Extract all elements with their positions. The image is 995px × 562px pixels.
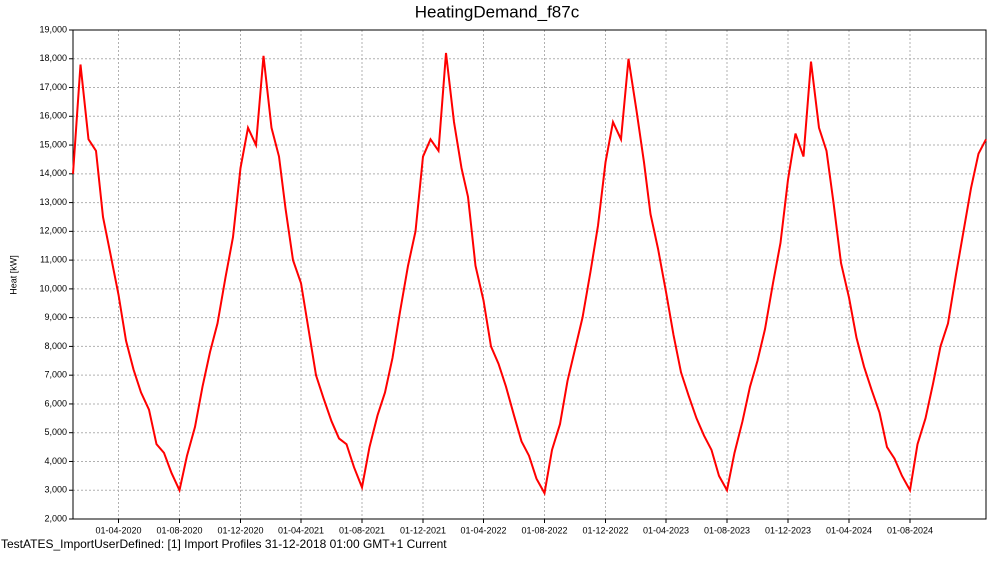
x-tick-label: 01-04-2022: [460, 525, 506, 535]
x-tick-label: 01-04-2020: [95, 525, 141, 535]
y-tick-label: 14,000: [39, 168, 67, 178]
y-tick-label: 11,000: [40, 254, 67, 264]
y-tick-label: 5,000: [44, 427, 67, 437]
y-tick-label: 17,000: [39, 82, 67, 92]
y-tick-label: 16,000: [39, 111, 67, 121]
x-tick-label: 01-12-2022: [582, 525, 628, 535]
status-caption: TestATES_ImportUserDefined: [1] Import P…: [1, 537, 447, 551]
x-tick-label: 01-08-2021: [339, 525, 385, 535]
y-tick-label: 12,000: [39, 226, 67, 236]
x-tick-label: 01-04-2021: [278, 525, 324, 535]
y-tick-label: 15,000: [39, 139, 67, 149]
y-tick-label: 8,000: [44, 341, 67, 351]
y-tick-label: 19,000: [39, 24, 67, 34]
y-tick-label: 18,000: [39, 53, 67, 63]
x-tick-label: 01-08-2020: [156, 525, 202, 535]
y-axis-label: Heat [kW]: [8, 255, 18, 295]
y-tick-label: 2,000: [44, 513, 67, 523]
y-tick-label: 13,000: [39, 197, 67, 207]
y-tick-label: 7,000: [44, 370, 67, 380]
data-line: [72, 52, 987, 497]
y-tick-label: 4,000: [44, 456, 67, 466]
x-tick-label: 01-08-2024: [887, 525, 933, 535]
x-tick-label: 01-04-2023: [643, 525, 689, 535]
plot-frame: [72, 29, 987, 520]
x-tick-label: 01-12-2021: [400, 525, 446, 535]
y-tick-label: 3,000: [44, 485, 67, 495]
y-tick-label: 9,000: [44, 312, 67, 322]
y-tick-label: 6,000: [44, 398, 67, 408]
y-tick-label: 10,000: [39, 283, 67, 293]
chart-title: HeatingDemand_f87c: [415, 2, 580, 21]
x-tick-label: 01-08-2023: [704, 525, 750, 535]
x-tick-label: 01-08-2022: [521, 525, 567, 535]
x-tick-label: 01-12-2020: [217, 525, 263, 535]
x-tick-label: 01-12-2023: [765, 525, 811, 535]
x-tick-label: 01-04-2024: [826, 525, 872, 535]
